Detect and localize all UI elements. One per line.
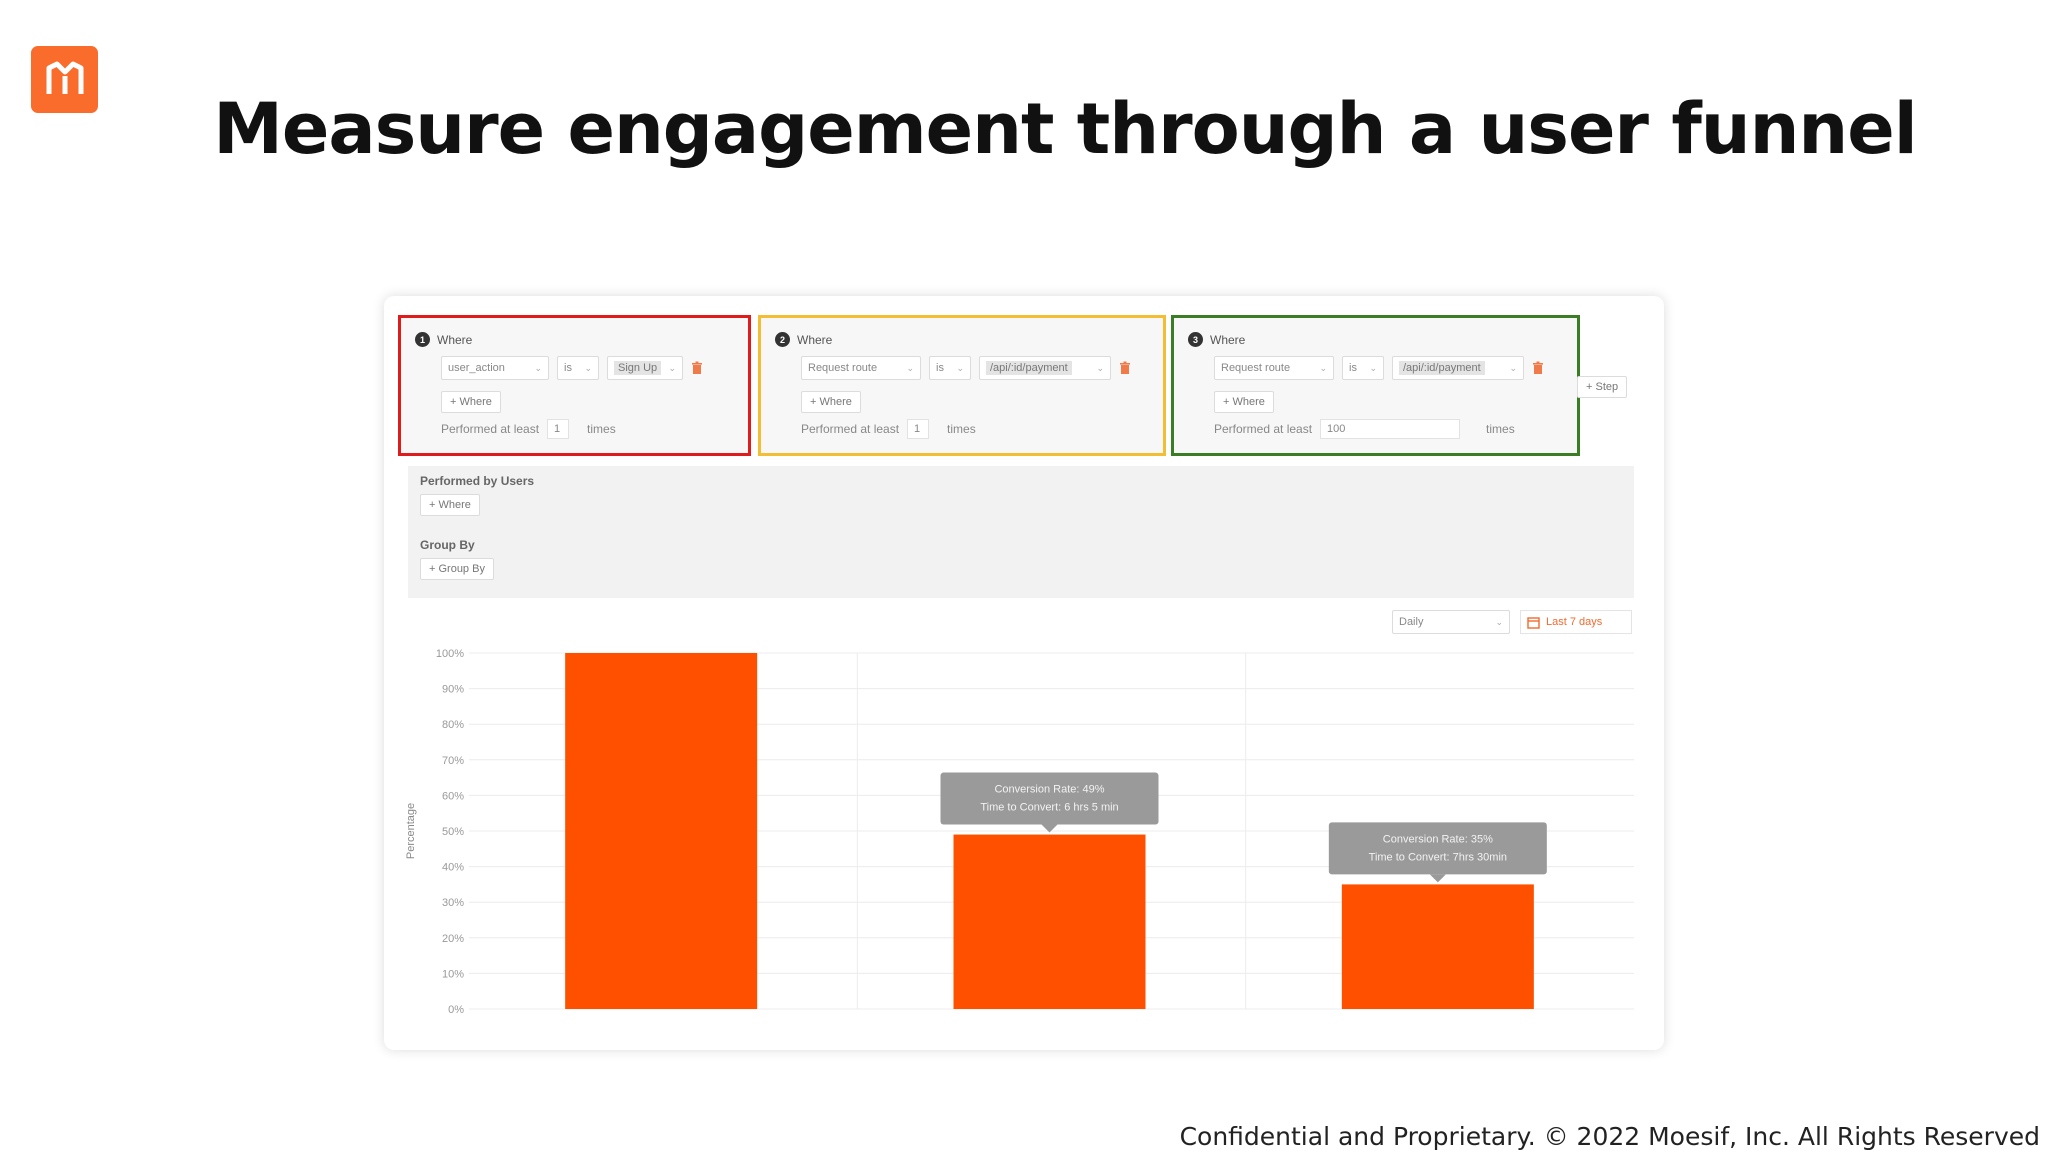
filter-panel: Performed by Users + Where Group By + Gr… (408, 466, 1634, 598)
step-operator-select[interactable]: is ⌄ (929, 356, 971, 380)
date-range-picker[interactable]: Last 7 days (1520, 610, 1632, 634)
calendar-icon (1527, 616, 1540, 629)
step-add-where-button[interactable]: + Where (1214, 391, 1274, 413)
step-where-label: Where (1210, 332, 1246, 347)
step-where-label: Where (797, 332, 833, 347)
interval-value: Daily (1399, 616, 1424, 628)
funnel-screenshot: 1 Where user_action ⌄ is ⌄ Sign Up ⌄ + W… (384, 296, 1664, 1050)
times-label: times (947, 422, 976, 436)
step-operator-select[interactable]: is ⌄ (557, 356, 599, 380)
step-header: 1 Where (415, 332, 472, 347)
y-tick-label: 0% (448, 1004, 464, 1016)
y-tick-label: 80% (442, 719, 464, 731)
step-field-select[interactable]: Request route ⌄ (1214, 356, 1334, 380)
step-value-tag: /api/:id/payment (1399, 361, 1485, 375)
step-field-select[interactable]: user_action ⌄ (441, 356, 549, 380)
times-label: times (587, 422, 616, 436)
chevron-down-icon: ⌄ (534, 362, 542, 373)
y-tick-label: 30% (442, 897, 464, 909)
times-label: times (1486, 422, 1515, 436)
step-value-select[interactable]: /api/:id/payment ⌄ (979, 356, 1111, 380)
step-field-value: user_action (448, 362, 505, 374)
step-count-input[interactable]: 1 (547, 419, 570, 439)
bar-step-2 (953, 834, 1146, 1009)
y-axis-label: Percentage (405, 803, 417, 859)
trash-icon[interactable] (1532, 361, 1544, 375)
step-operator-value: is (936, 362, 944, 374)
tooltip-time-to-convert: Time to Convert: 6 hrs 5 min (980, 802, 1118, 814)
chevron-down-icon: ⌄ (956, 362, 964, 373)
step-value-select[interactable]: Sign Up ⌄ (607, 356, 683, 380)
slide-title: Measure engagement through a user funnel (213, 88, 1918, 170)
performed-at-least-label: Performed at least (801, 422, 900, 436)
step-count-input[interactable]: 1 (907, 419, 930, 439)
step-count-input[interactable]: 100 (1320, 419, 1461, 439)
step-add-where-button[interactable]: + Where (801, 391, 861, 413)
trash-icon[interactable] (691, 361, 703, 375)
chevron-down-icon: ⌄ (1509, 362, 1517, 373)
step-number: 3 (1188, 332, 1203, 347)
footer-text: Confidential and Proprietary. © 2022 Moe… (1179, 1122, 2040, 1151)
chevron-down-icon: ⌄ (668, 362, 676, 373)
y-tick-label: 50% (442, 826, 464, 838)
y-tick-label: 90% (442, 684, 464, 696)
y-tick-label: 20% (442, 933, 464, 945)
y-tick-label: 100% (436, 648, 464, 660)
tooltip-conversion-rate: Conversion Rate: 49% (994, 784, 1104, 796)
performed-at-least-label: Performed at least (441, 422, 540, 436)
chevron-down-icon: ⌄ (584, 362, 592, 373)
group-by-button[interactable]: + Group By (420, 558, 494, 580)
chevron-down-icon: ⌄ (1096, 362, 1104, 373)
step-header: 2 Where (775, 332, 832, 347)
add-step-button[interactable]: + Step (1577, 376, 1628, 398)
chevron-down-icon: ⌄ (906, 362, 914, 373)
tooltip-pointer (1041, 824, 1058, 833)
step-operator-value: is (564, 362, 572, 374)
step-value-tag: /api/:id/payment (986, 361, 1072, 375)
step-operator-select[interactable]: is ⌄ (1342, 356, 1384, 380)
funnel-chart: 0% 10% 20% 30% 40% 50% 60% 70% 80% 90% 100% Percent… (405, 648, 1634, 1016)
funnel-step-1: 1 Where user_action ⌄ is ⌄ Sign Up ⌄ + W… (398, 315, 751, 456)
funnel-step-2: 2 Where Request route ⌄ is ⌄ /api/:id/pa… (758, 315, 1166, 456)
bar-step-1 (565, 653, 758, 1009)
step-field-value: Request route (808, 362, 878, 374)
group-by-label: Group By (420, 538, 475, 552)
y-tick-label: 70% (442, 755, 464, 767)
y-tick-label: 10% (442, 968, 464, 980)
tooltip-box (940, 772, 1159, 825)
chevron-down-icon: ⌄ (1369, 362, 1377, 373)
performed-by-label: Performed by Users (420, 474, 535, 488)
tooltip-time-to-convert: Time to Convert: 7hrs 30min (1369, 851, 1507, 863)
moesif-logo (31, 46, 98, 113)
step-value-tag: Sign Up (614, 361, 662, 375)
step-field-value: Request route (1221, 362, 1291, 374)
date-range-value: Last 7 days (1546, 616, 1603, 628)
tooltip-conversion-rate: Conversion Rate: 35% (1383, 833, 1493, 845)
performed-by-where-button[interactable]: + Where (420, 494, 480, 516)
moesif-logo-icon (46, 61, 83, 94)
chevron-down-icon: ⌄ (1319, 362, 1327, 373)
y-tick-label: 60% (442, 790, 464, 802)
step-value-select[interactable]: /api/:id/payment ⌄ (1392, 356, 1524, 380)
trash-icon[interactable] (1119, 361, 1131, 375)
bar-step-3 (1341, 884, 1534, 1009)
step-number: 2 (775, 332, 790, 347)
step-where-label: Where (437, 332, 473, 347)
funnel-step-3: 3 Where Request route ⌄ is ⌄ /api/:id/pa… (1171, 315, 1580, 456)
performed-at-least-label: Performed at least (1214, 422, 1313, 436)
interval-select[interactable]: Daily ⌄ (1392, 610, 1510, 634)
step-header: 3 Where (1188, 332, 1245, 347)
chevron-down-icon: ⌄ (1495, 616, 1503, 627)
step-operator-value: is (1349, 362, 1357, 374)
tooltip-box (1328, 822, 1547, 875)
tooltip-pointer (1429, 874, 1446, 883)
y-tick-label: 40% (442, 862, 464, 874)
step-number: 1 (415, 332, 430, 347)
step-field-select[interactable]: Request route ⌄ (801, 356, 921, 380)
step-add-where-button[interactable]: + Where (441, 391, 501, 413)
